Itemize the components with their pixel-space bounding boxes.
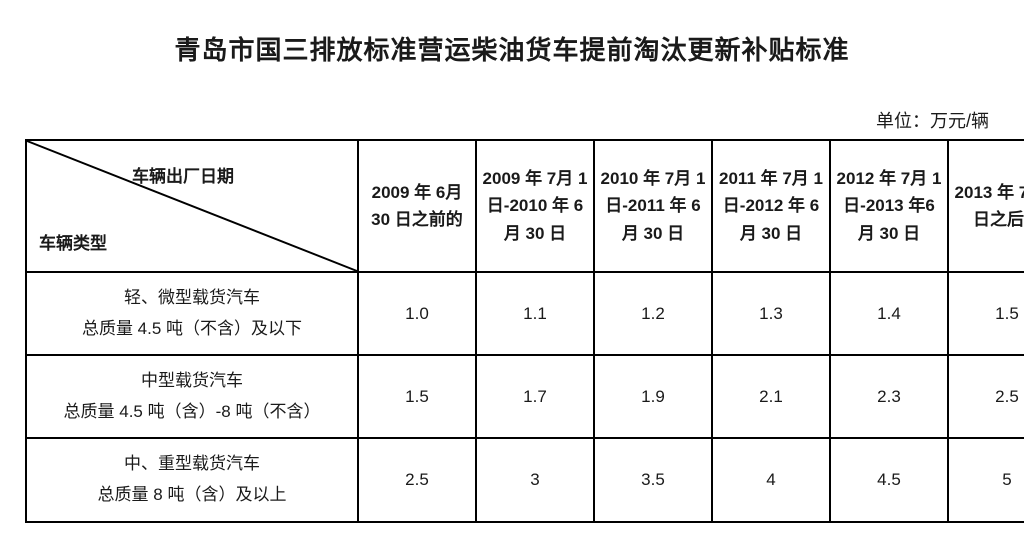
page-title: 青岛市国三排放标准营运柴油货车提前淘汰更新补贴标准	[25, 30, 999, 67]
row-label-sub: 总质量 8 吨（含）及以上	[33, 480, 351, 511]
value-cell: 2.5	[358, 438, 476, 521]
row-label-sub: 总质量 4.5 吨（含）-8 吨（不含）	[33, 397, 351, 428]
diagonal-header-cell: 车辆出厂日期 车辆类型	[26, 140, 358, 272]
row-label-cell: 中、重型载货汽车 总质量 8 吨（含）及以上	[26, 438, 358, 521]
col-header: 2012 年 7月 1 日-2013 年6月 30 日	[830, 140, 948, 272]
value-cell: 1.2	[594, 272, 712, 355]
table-row: 中、重型载货汽车 总质量 8 吨（含）及以上 2.5 3 3.5 4 4.5 5	[26, 438, 1024, 521]
row-label-main: 中型载货汽车	[141, 371, 243, 390]
value-cell: 1.9	[594, 355, 712, 438]
value-cell: 1.4	[830, 272, 948, 355]
row-label-cell: 中型载货汽车 总质量 4.5 吨（含）-8 吨（不含）	[26, 355, 358, 438]
value-cell: 4	[712, 438, 830, 521]
value-cell: 5	[948, 438, 1024, 521]
subsidy-table: 车辆出厂日期 车辆类型 2009 年 6月 30 日之前的 2009 年 7月 …	[25, 139, 1024, 523]
table-row: 轻、微型载货汽车 总质量 4.5 吨（不含）及以下 1.0 1.1 1.2 1.…	[26, 272, 1024, 355]
value-cell: 4.5	[830, 438, 948, 521]
row-label-cell: 轻、微型载货汽车 总质量 4.5 吨（不含）及以下	[26, 272, 358, 355]
value-cell: 1.0	[358, 272, 476, 355]
value-cell: 3.5	[594, 438, 712, 521]
value-cell: 2.1	[712, 355, 830, 438]
value-cell: 1.1	[476, 272, 594, 355]
diag-top-label: 车辆出厂日期	[132, 163, 234, 190]
value-cell: 3	[476, 438, 594, 521]
col-header: 2009 年 6月 30 日之前的	[358, 140, 476, 272]
value-cell: 1.3	[712, 272, 830, 355]
col-header: 2009 年 7月 1 日-2010 年 6月 30 日	[476, 140, 594, 272]
col-header: 2011 年 7月 1 日-2012 年 6月 30 日	[712, 140, 830, 272]
table-header-row: 车辆出厂日期 车辆类型 2009 年 6月 30 日之前的 2009 年 7月 …	[26, 140, 1024, 272]
col-header: 2010 年 7月 1 日-2011 年 6月 30 日	[594, 140, 712, 272]
value-cell: 1.5	[358, 355, 476, 438]
value-cell: 1.7	[476, 355, 594, 438]
value-cell: 1.5	[948, 272, 1024, 355]
value-cell: 2.5	[948, 355, 1024, 438]
table-row: 中型载货汽车 总质量 4.5 吨（含）-8 吨（不含） 1.5 1.7 1.9 …	[26, 355, 1024, 438]
row-label-main: 轻、微型载货汽车	[124, 288, 260, 307]
diag-bottom-label: 车辆类型	[39, 230, 107, 257]
value-cell: 2.3	[830, 355, 948, 438]
page-container: 青岛市国三排放标准营运柴油货车提前淘汰更新补贴标准 单位：万元/辆 车辆出厂日期…	[0, 0, 1024, 543]
row-label-main: 中、重型载货汽车	[124, 454, 260, 473]
unit-label: 单位：万元/辆	[25, 107, 989, 133]
col-header: 2013 年 7月 1 日之后的	[948, 140, 1024, 272]
row-label-sub: 总质量 4.5 吨（不含）及以下	[33, 314, 351, 345]
